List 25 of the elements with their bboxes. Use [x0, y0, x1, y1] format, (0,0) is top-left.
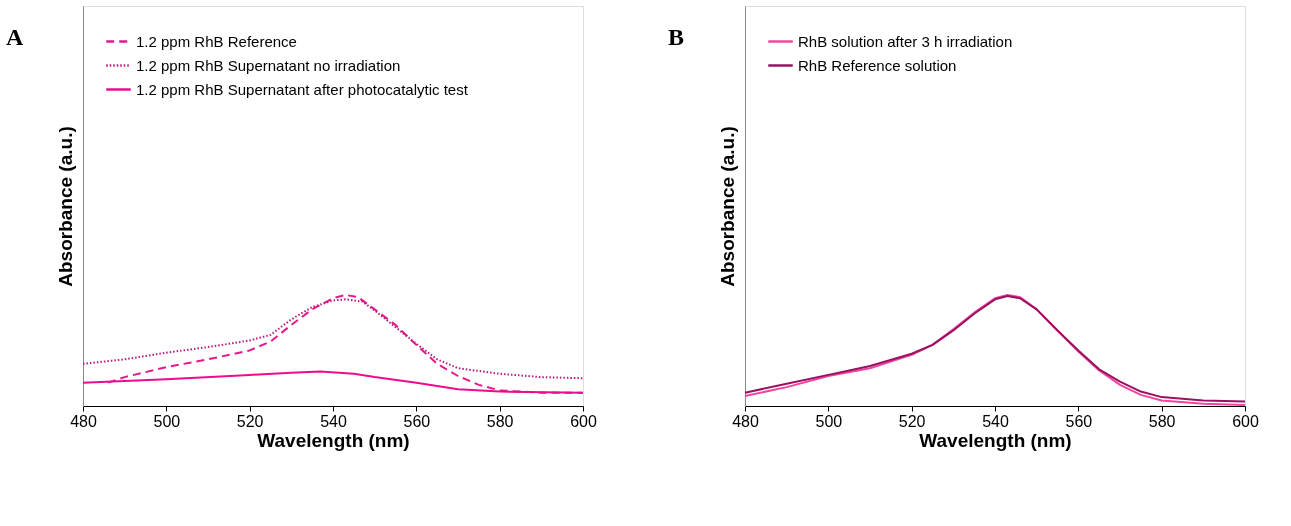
- x-tick-label: 500: [153, 412, 181, 430]
- y-axis-title: Absorbance (a.u.): [716, 126, 738, 287]
- legend-label: 1.2 ppm RhB Reference: [136, 32, 297, 50]
- x-tick-label: 520: [898, 412, 926, 430]
- x-tick-label: 600: [570, 412, 597, 430]
- x-tick-label: 540: [982, 412, 1009, 430]
- legend-label: 1.2 ppm RhB Supernatant no irradiation: [136, 56, 401, 74]
- x-tick-label: 500: [815, 412, 843, 430]
- chart-title: A: [6, 24, 24, 50]
- x-tick-label: 480: [732, 412, 759, 430]
- x-tick-label: 520: [236, 412, 264, 430]
- y-axis-title: Absorbance (a.u.): [54, 126, 76, 287]
- legend-label: RhB solution after 3 h irradiation: [798, 32, 1013, 50]
- x-axis-title: Wavelength (nm): [257, 429, 410, 451]
- x-tick-label: 580: [486, 412, 514, 430]
- legend-label: 1.2 ppm RhB Supernatant after photocatalytic test: [136, 80, 469, 98]
- x-axis-title: Wavelength (nm): [919, 429, 1072, 451]
- x-tick-label: 560: [403, 412, 431, 430]
- x-tick-label: 560: [1065, 412, 1093, 430]
- x-tick-label: 580: [1148, 412, 1176, 430]
- x-tick-label: 540: [320, 412, 347, 430]
- x-tick-label: 480: [70, 412, 97, 430]
- x-tick-label: 600: [1232, 412, 1259, 430]
- chart-title: B: [668, 24, 685, 50]
- legend-label: RhB Reference solution: [798, 56, 957, 74]
